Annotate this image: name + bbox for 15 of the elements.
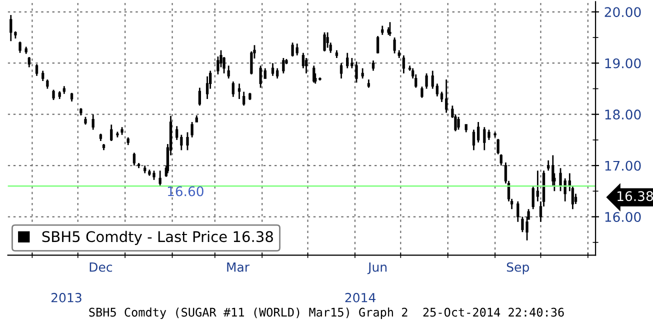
- text: SBH5 Comdty (SUGAR #11 (WORLD) Mar15) Graph 2 25-Oct-2014 22:40:36: [89, 308, 564, 319]
- y-tick-label: 19.00: [605, 58, 641, 68]
- legend-label: SBH5 Comdty - Last Price 16.38: [42, 230, 273, 245]
- text: 2014: [345, 292, 376, 302]
- text: 2013: [51, 292, 82, 302]
- y-tick-label: 20.00: [604, 7, 641, 18]
- y-tick-label: 17.00: [605, 160, 641, 171]
- ref-line-label: 16.60: [168, 186, 204, 196]
- x-tick-label: Mar: [227, 262, 250, 272]
- y-tick-label: 16.00: [605, 212, 641, 222]
- x-tick-label: Dec: [90, 262, 112, 272]
- x-tick-label: Sep: [506, 262, 529, 274]
- text: 16.38: [618, 191, 653, 202]
- y-tick-label: 18.00: [605, 110, 641, 120]
- x-tick-label: Jun: [367, 262, 387, 274]
